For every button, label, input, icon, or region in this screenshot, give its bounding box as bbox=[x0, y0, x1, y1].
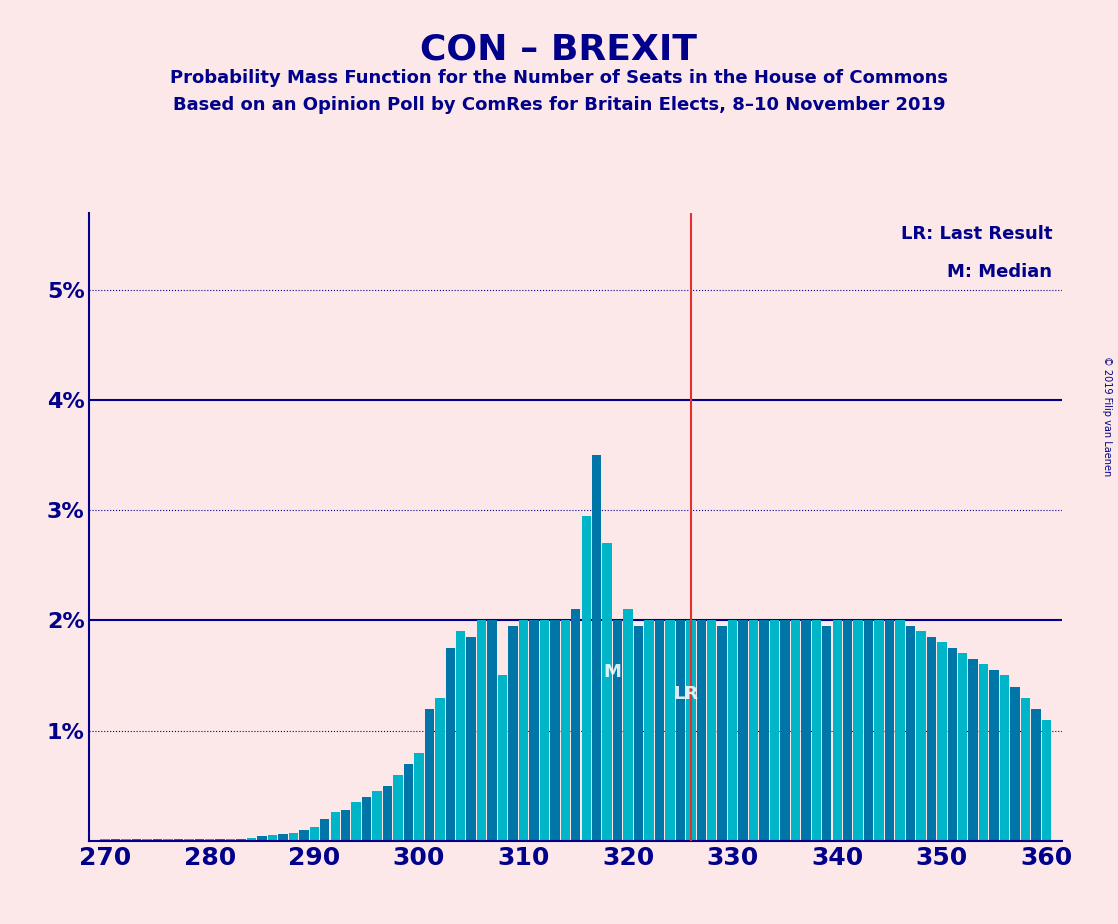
Bar bbox=[529, 620, 539, 841]
Bar bbox=[394, 774, 402, 841]
Bar bbox=[122, 839, 131, 841]
Bar bbox=[833, 620, 842, 841]
Text: LR: Last Result: LR: Last Result bbox=[901, 225, 1052, 243]
Bar bbox=[320, 819, 330, 841]
Bar bbox=[917, 631, 926, 841]
Bar bbox=[812, 620, 821, 841]
Bar bbox=[153, 839, 162, 841]
Bar bbox=[278, 834, 287, 841]
Bar bbox=[498, 675, 508, 841]
Bar bbox=[896, 620, 904, 841]
Bar bbox=[362, 796, 371, 841]
Bar bbox=[101, 839, 110, 841]
Bar bbox=[884, 620, 894, 841]
Bar bbox=[644, 620, 654, 841]
Bar bbox=[759, 620, 769, 841]
Bar bbox=[195, 839, 203, 841]
Bar bbox=[382, 785, 392, 841]
Bar bbox=[613, 620, 623, 841]
Bar bbox=[853, 620, 863, 841]
Bar bbox=[331, 812, 340, 841]
Bar bbox=[968, 659, 978, 841]
Bar bbox=[655, 620, 664, 841]
Bar bbox=[665, 620, 674, 841]
Bar bbox=[267, 835, 277, 841]
Bar bbox=[675, 620, 685, 841]
Bar bbox=[236, 839, 246, 841]
Bar bbox=[593, 455, 601, 841]
Bar bbox=[843, 620, 852, 841]
Bar bbox=[111, 839, 121, 841]
Bar bbox=[770, 620, 779, 841]
Bar bbox=[132, 839, 141, 841]
Bar bbox=[425, 709, 434, 841]
Bar bbox=[728, 620, 738, 841]
Bar bbox=[989, 670, 998, 841]
Text: M: Median: M: Median bbox=[947, 262, 1052, 281]
Bar bbox=[519, 620, 528, 841]
Bar bbox=[247, 837, 256, 841]
Bar bbox=[718, 626, 727, 841]
Bar bbox=[686, 620, 695, 841]
Bar bbox=[1042, 720, 1051, 841]
Bar bbox=[624, 609, 633, 841]
Bar bbox=[351, 802, 361, 841]
Bar bbox=[477, 620, 486, 841]
Bar bbox=[560, 620, 570, 841]
Bar bbox=[738, 620, 748, 841]
Bar bbox=[802, 620, 811, 841]
Bar bbox=[550, 620, 559, 841]
Bar bbox=[780, 620, 789, 841]
Bar bbox=[163, 839, 172, 841]
Bar bbox=[864, 620, 873, 841]
Bar bbox=[216, 839, 225, 841]
Bar bbox=[697, 620, 705, 841]
Text: Probability Mass Function for the Number of Seats in the House of Commons: Probability Mass Function for the Number… bbox=[170, 69, 948, 87]
Bar bbox=[404, 763, 414, 841]
Text: Based on an Opinion Poll by ComRes for Britain Elects, 8–10 November 2019: Based on an Opinion Poll by ComRes for B… bbox=[173, 96, 945, 114]
Text: M: M bbox=[604, 663, 622, 681]
Bar bbox=[1021, 698, 1030, 841]
Bar bbox=[927, 637, 936, 841]
Bar bbox=[466, 637, 476, 841]
Bar bbox=[937, 642, 947, 841]
Bar bbox=[874, 620, 883, 841]
Bar bbox=[958, 653, 967, 841]
Bar bbox=[634, 626, 643, 841]
Bar bbox=[300, 830, 309, 841]
Bar bbox=[456, 631, 465, 841]
Bar bbox=[822, 626, 832, 841]
Bar bbox=[571, 609, 580, 841]
Bar bbox=[142, 839, 152, 841]
Bar bbox=[581, 516, 591, 841]
Bar bbox=[1031, 709, 1041, 841]
Bar bbox=[487, 620, 496, 841]
Text: CON – BREXIT: CON – BREXIT bbox=[420, 32, 698, 67]
Bar bbox=[749, 620, 758, 841]
Bar bbox=[226, 839, 236, 841]
Bar bbox=[1011, 687, 1020, 841]
Bar bbox=[790, 620, 800, 841]
Bar bbox=[509, 626, 518, 841]
Bar bbox=[173, 839, 183, 841]
Text: © 2019 Filip van Laenen: © 2019 Filip van Laenen bbox=[1102, 356, 1112, 476]
Bar bbox=[257, 836, 267, 841]
Bar bbox=[435, 698, 445, 841]
Bar bbox=[603, 543, 612, 841]
Bar bbox=[184, 839, 193, 841]
Bar bbox=[414, 753, 424, 841]
Bar bbox=[540, 620, 549, 841]
Bar bbox=[205, 839, 215, 841]
Bar bbox=[341, 810, 350, 841]
Bar bbox=[310, 826, 319, 841]
Bar bbox=[906, 626, 916, 841]
Bar bbox=[372, 791, 381, 841]
Bar bbox=[999, 675, 1010, 841]
Bar bbox=[948, 648, 957, 841]
Bar bbox=[707, 620, 717, 841]
Bar bbox=[288, 833, 299, 841]
Bar bbox=[446, 648, 455, 841]
Bar bbox=[979, 664, 988, 841]
Text: LR: LR bbox=[673, 685, 698, 703]
